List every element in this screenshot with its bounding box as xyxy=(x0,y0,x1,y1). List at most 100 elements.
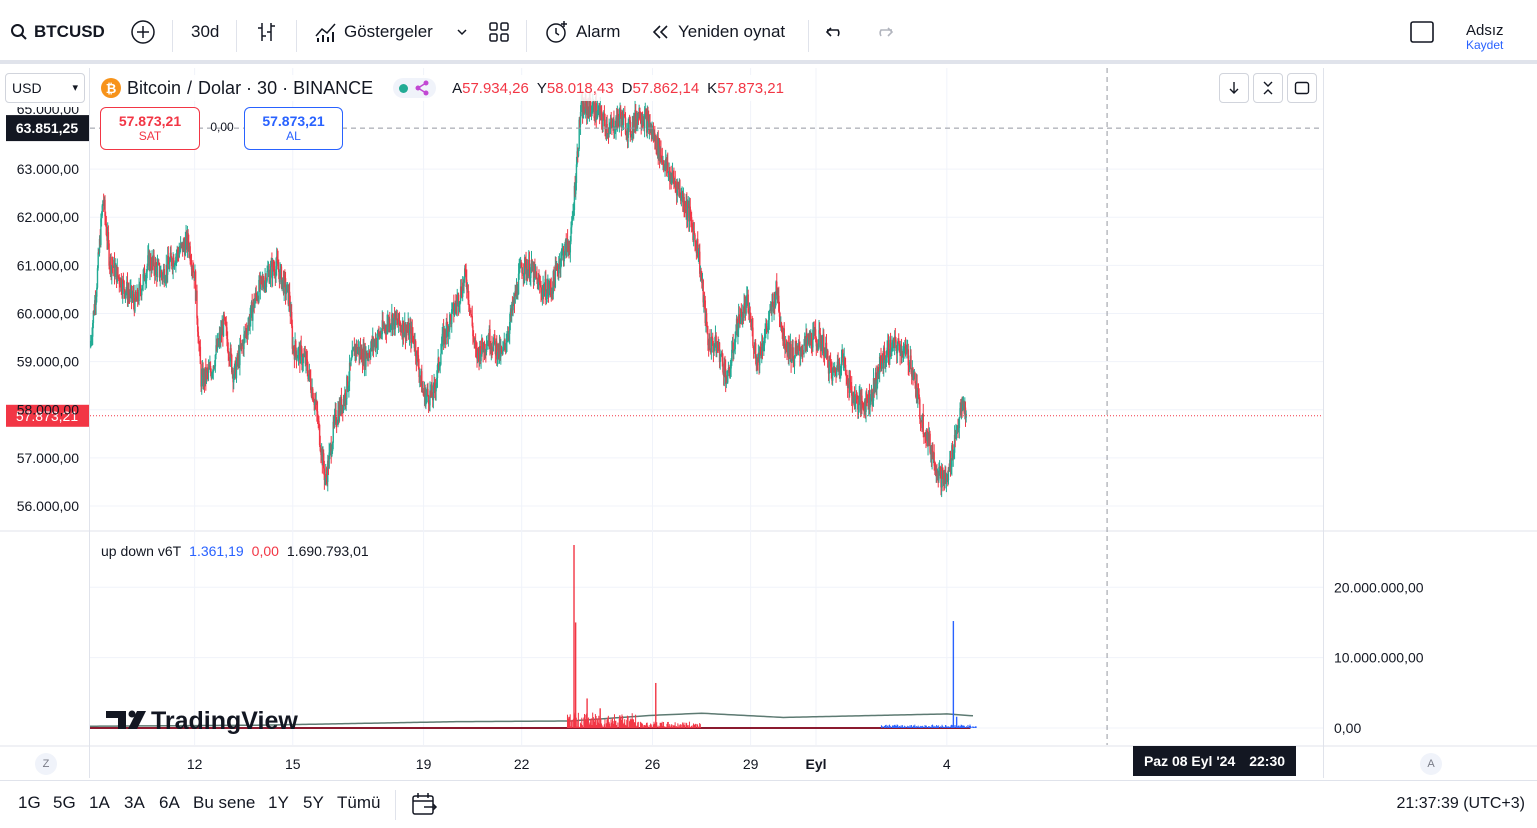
alert-button[interactable]: Alarm xyxy=(544,0,620,64)
compare-symbol-button[interactable] xyxy=(130,0,156,64)
candle-body xyxy=(505,342,507,348)
templates-button[interactable] xyxy=(487,0,511,64)
candle-body xyxy=(325,474,327,480)
candle-body xyxy=(504,340,506,344)
candle-body xyxy=(389,318,391,329)
currency-select[interactable]: USD ▾ xyxy=(5,73,85,103)
candle-body xyxy=(900,344,903,355)
candle-body xyxy=(301,363,304,365)
clock-timezone[interactable]: 21:37:39 (UTC+3) xyxy=(1396,795,1525,812)
candle-body xyxy=(465,272,467,280)
auto-scale-button[interactable]: A xyxy=(1420,753,1442,775)
candle-body xyxy=(850,383,852,386)
range-button-tümü[interactable]: Tümü xyxy=(337,793,381,812)
candle-body xyxy=(455,303,457,305)
collapse-arrows-icon xyxy=(1263,81,1273,95)
range-button-5g[interactable]: 5G xyxy=(53,793,76,812)
candle-body xyxy=(891,342,893,351)
left-price-axis[interactable] xyxy=(0,68,90,778)
candle xyxy=(500,338,502,365)
candle-body xyxy=(919,418,922,423)
candle-body xyxy=(239,344,241,366)
layout-button[interactable] xyxy=(1409,0,1435,64)
range-button-1g[interactable]: 1G xyxy=(18,793,41,812)
range-button-1a[interactable]: 1A xyxy=(89,793,110,812)
range-button-6a[interactable]: 6A xyxy=(159,793,180,812)
candle xyxy=(724,359,727,393)
undo-button[interactable] xyxy=(825,0,847,64)
alert-label: Alarm xyxy=(576,22,621,41)
candle xyxy=(335,403,337,428)
fullscreen-pane-button[interactable] xyxy=(1287,73,1317,103)
candle-body xyxy=(296,357,298,360)
buy-button[interactable]: 57.873,21 AL xyxy=(244,107,343,150)
candle-body xyxy=(562,249,565,262)
candle-body xyxy=(643,113,646,129)
candle xyxy=(418,358,420,383)
range-button-bu-sene[interactable]: Bu sene xyxy=(193,793,256,812)
candle-body xyxy=(231,354,233,373)
candle-body xyxy=(686,207,689,218)
sell-button[interactable]: 57.873,21 SAT xyxy=(100,107,200,150)
candle xyxy=(297,346,300,366)
candle-body xyxy=(667,172,670,174)
indicators-button[interactable]: Göstergeler xyxy=(314,0,433,64)
candle xyxy=(167,246,170,265)
candle-body xyxy=(945,480,948,484)
maximize-pane-button[interactable] xyxy=(1253,73,1283,103)
low-value: 57.862,14 xyxy=(632,79,700,97)
symbol-search[interactable]: BTCUSD xyxy=(10,0,105,64)
redo-button[interactable] xyxy=(872,0,894,64)
price-tick-label: 57.000,00 xyxy=(17,450,79,466)
save-layout-button[interactable]: Adsız Kaydet xyxy=(1466,23,1504,53)
volume-tick-label: 0,00 xyxy=(1334,720,1361,736)
candle-body xyxy=(817,346,820,349)
candle xyxy=(674,170,676,193)
interval-button[interactable]: 30d xyxy=(191,0,219,64)
calendar-range-icon[interactable] xyxy=(410,791,438,817)
candle xyxy=(89,334,92,349)
candle-body xyxy=(438,357,440,369)
candle xyxy=(319,435,321,453)
candle-body xyxy=(392,318,394,330)
candle xyxy=(844,357,847,376)
candle-body xyxy=(586,106,589,116)
candle-body xyxy=(347,387,349,391)
chart-type-button[interactable] xyxy=(256,0,278,64)
candle-body xyxy=(228,353,230,361)
candle xyxy=(136,287,139,307)
candle-body xyxy=(602,119,604,127)
candle xyxy=(701,271,703,289)
candle-body xyxy=(763,336,766,346)
candle-body xyxy=(105,223,108,235)
candle xyxy=(461,276,464,302)
candle-body xyxy=(486,344,488,346)
candle-body xyxy=(829,359,831,361)
candle-body xyxy=(913,375,915,379)
candle-body xyxy=(709,338,711,351)
axis-mode-z-button[interactable]: Z xyxy=(35,753,57,775)
candle-body xyxy=(600,110,603,121)
candle-body xyxy=(875,372,877,390)
candle-body xyxy=(531,260,533,271)
range-button-1y[interactable]: 1Y xyxy=(268,793,289,812)
candle xyxy=(953,425,956,460)
replay-button[interactable]: Yeniden oynat xyxy=(650,0,785,64)
indicators-dropdown-button[interactable] xyxy=(456,0,468,64)
candle xyxy=(192,262,195,273)
candle-body xyxy=(764,333,766,337)
candle xyxy=(572,203,574,219)
collapse-pane-button[interactable] xyxy=(1219,73,1249,103)
candle-body xyxy=(440,346,443,354)
candle-body xyxy=(618,116,621,124)
high-value: 58.018,43 xyxy=(546,79,614,97)
candle-body xyxy=(447,326,450,337)
candle-body xyxy=(196,318,199,332)
market-status-pill[interactable] xyxy=(393,78,437,98)
candle xyxy=(855,390,858,404)
range-button-3a[interactable]: 3A xyxy=(124,793,145,812)
candle-body xyxy=(276,256,279,262)
range-button-5y[interactable]: 5Y xyxy=(303,793,324,812)
candle xyxy=(919,418,922,432)
